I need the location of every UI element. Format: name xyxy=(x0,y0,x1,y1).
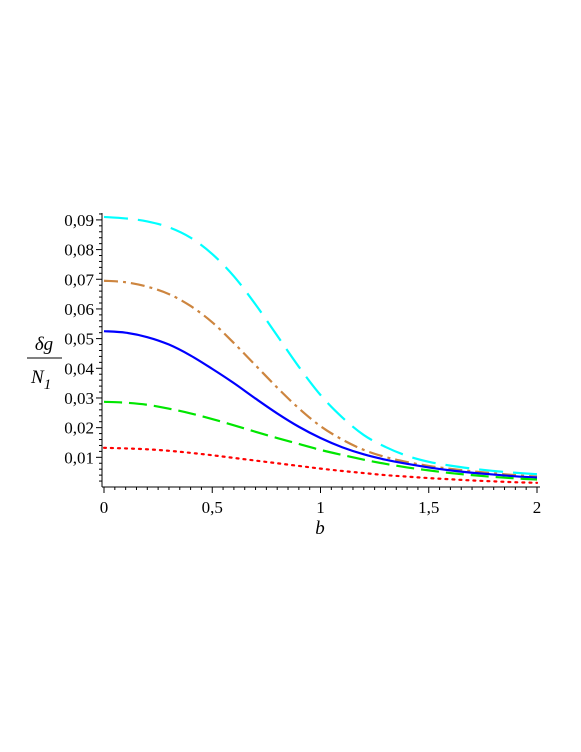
series-line-5 xyxy=(102,446,539,484)
y-tick-label: 0,01 xyxy=(64,448,94,467)
x-tick-label: 1,5 xyxy=(418,498,439,517)
series-line-3 xyxy=(103,330,538,479)
x-tick-label: 1 xyxy=(316,498,325,517)
y-axis-label-denominator-subscript: 1 xyxy=(44,377,52,393)
x-tick-label: 0 xyxy=(100,498,109,517)
x-axis-label: b xyxy=(315,518,325,539)
y-axis-label-denominator: N1 xyxy=(30,367,51,393)
y-axis-label: δg N1 xyxy=(27,334,62,393)
y-axis-label-denominator-letter: N xyxy=(30,367,45,388)
y-tick-label: 0,08 xyxy=(64,241,94,260)
y-tick-label: 0,07 xyxy=(64,270,94,289)
y-ticks: 0,01 0,02 0,03 0,04 0,05 0,06 0,07 0,08 0,09 xyxy=(64,211,102,482)
y-tick-label: 0,09 xyxy=(64,211,94,230)
y-tick-label: 0,04 xyxy=(64,359,94,378)
y-tick-label: 0,06 xyxy=(64,300,94,319)
x-ticks: 0 0,5 1 1,5 2 xyxy=(100,487,542,517)
y-tick-label: 0,02 xyxy=(64,419,94,438)
x-tick-label: 2 xyxy=(533,498,542,517)
series-lines xyxy=(102,215,539,484)
series-line-1 xyxy=(103,215,538,476)
series-line-2 xyxy=(103,279,538,478)
y-axis-label-numerator: δg xyxy=(35,334,53,355)
y-tick-label: 0,05 xyxy=(64,330,94,349)
y-tick-label: 0,03 xyxy=(64,389,94,408)
x-tick-label: 0,5 xyxy=(202,498,223,517)
